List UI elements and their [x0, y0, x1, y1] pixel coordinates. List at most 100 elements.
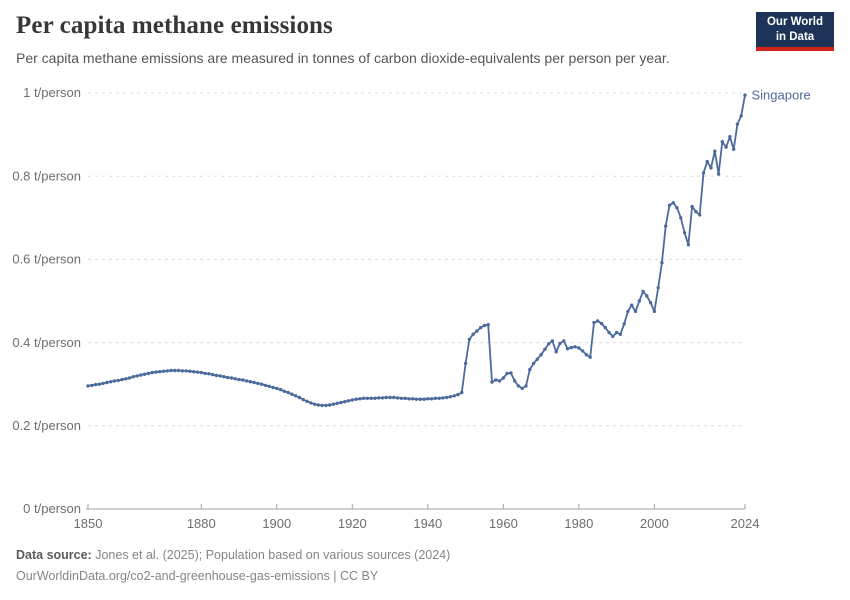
series-point[interactable]: [260, 382, 264, 386]
series-point[interactable]: [452, 394, 456, 398]
series-point[interactable]: [214, 373, 219, 378]
series-point[interactable]: [195, 370, 200, 374]
series-point[interactable]: [93, 382, 98, 387]
series-point[interactable]: [192, 370, 196, 374]
series-point[interactable]: [324, 403, 328, 408]
series-point[interactable]: [630, 303, 634, 307]
series-point[interactable]: [331, 402, 336, 406]
series-point[interactable]: [86, 384, 90, 388]
series-point[interactable]: [335, 401, 339, 405]
series-point[interactable]: [618, 332, 623, 336]
series-point[interactable]: [437, 396, 441, 400]
series-point[interactable]: [471, 332, 475, 336]
series-point[interactable]: [550, 339, 555, 343]
series-point[interactable]: [622, 322, 626, 326]
series-point[interactable]: [290, 392, 294, 396]
series-point[interactable]: [112, 379, 117, 383]
series-point[interactable]: [210, 372, 215, 377]
series-point[interactable]: [426, 397, 430, 401]
series-point[interactable]: [222, 375, 226, 379]
series-point[interactable]: [690, 204, 694, 209]
series-point[interactable]: [407, 397, 411, 401]
series-point[interactable]: [524, 384, 528, 388]
series-point[interactable]: [735, 122, 740, 126]
series-point[interactable]: [388, 395, 392, 400]
series-point[interactable]: [392, 395, 396, 400]
series-point[interactable]: [244, 379, 249, 383]
series-point[interactable]: [645, 294, 649, 298]
series-point[interactable]: [429, 397, 434, 401]
series-point[interactable]: [297, 395, 302, 400]
series-point[interactable]: [373, 396, 377, 400]
series-point[interactable]: [520, 386, 524, 391]
series-point[interactable]: [543, 347, 547, 351]
series-point[interactable]: [158, 370, 162, 374]
series-point[interactable]: [614, 330, 619, 335]
series-point[interactable]: [161, 369, 166, 373]
series-point[interactable]: [467, 337, 472, 341]
series-point[interactable]: [233, 377, 237, 381]
series-point[interactable]: [154, 370, 158, 374]
series-point[interactable]: [135, 374, 139, 378]
series-point[interactable]: [237, 377, 241, 382]
series-point[interactable]: [675, 206, 679, 210]
series-point[interactable]: [603, 325, 607, 330]
series-point[interactable]: [445, 395, 449, 400]
series-point[interactable]: [701, 171, 706, 175]
series-point[interactable]: [146, 371, 151, 376]
series-point[interactable]: [607, 330, 611, 335]
series-point[interactable]: [384, 395, 388, 400]
series-point[interactable]: [637, 299, 641, 303]
series-point[interactable]: [350, 398, 354, 402]
citation-line[interactable]: OurWorldinData.org/co2-and-greenhouse-ga…: [16, 569, 379, 584]
series-point[interactable]: [282, 389, 286, 393]
series-point[interactable]: [633, 309, 638, 314]
series-point[interactable]: [248, 380, 253, 384]
series-point[interactable]: [203, 371, 207, 376]
series-point[interactable]: [101, 381, 105, 386]
series-point[interactable]: [599, 321, 604, 326]
series-point[interactable]: [486, 323, 490, 327]
series-point[interactable]: [448, 395, 453, 399]
series-point[interactable]: [124, 377, 128, 381]
series-point[interactable]: [358, 397, 362, 401]
series-point[interactable]: [479, 325, 483, 330]
series-point[interactable]: [252, 380, 256, 385]
series-point[interactable]: [328, 403, 332, 407]
series-point[interactable]: [120, 377, 124, 382]
series-point[interactable]: [169, 368, 173, 373]
series-point[interactable]: [596, 319, 600, 323]
series-point[interactable]: [569, 345, 573, 350]
chart-canvas[interactable]: 0 t/person 0.2 t/person 0.4 t/person 0.6 t/…: [0, 80, 850, 545]
series-point[interactable]: [641, 289, 645, 294]
series-point[interactable]: [301, 397, 305, 402]
series-point[interactable]: [505, 371, 509, 376]
series-point[interactable]: [562, 339, 566, 343]
owid-logo[interactable]: Our World in Data: [756, 12, 834, 51]
series-point[interactable]: [127, 376, 132, 380]
series-point[interactable]: [547, 342, 551, 346]
series-point[interactable]: [739, 114, 743, 118]
series-point[interactable]: [501, 376, 505, 380]
series-point[interactable]: [743, 93, 747, 97]
series-point[interactable]: [558, 341, 562, 346]
series-point[interactable]: [286, 390, 290, 395]
series-point[interactable]: [463, 361, 468, 366]
series-point[interactable]: [229, 376, 234, 380]
series-point[interactable]: [720, 140, 724, 144]
series-point[interactable]: [346, 399, 351, 403]
series-point[interactable]: [256, 381, 260, 386]
series-point[interactable]: [497, 379, 502, 383]
series-point[interactable]: [180, 369, 185, 373]
series-point[interactable]: [516, 384, 521, 388]
series-point[interactable]: [573, 345, 577, 349]
series-point[interactable]: [611, 334, 615, 339]
series-point[interactable]: [139, 373, 143, 377]
series-point[interactable]: [660, 261, 664, 265]
series-point[interactable]: [403, 396, 407, 400]
series-point[interactable]: [354, 397, 358, 401]
series-point[interactable]: [652, 309, 657, 314]
series-point[interactable]: [682, 231, 687, 235]
series-point[interactable]: [531, 361, 536, 366]
series-point[interactable]: [539, 353, 543, 357]
